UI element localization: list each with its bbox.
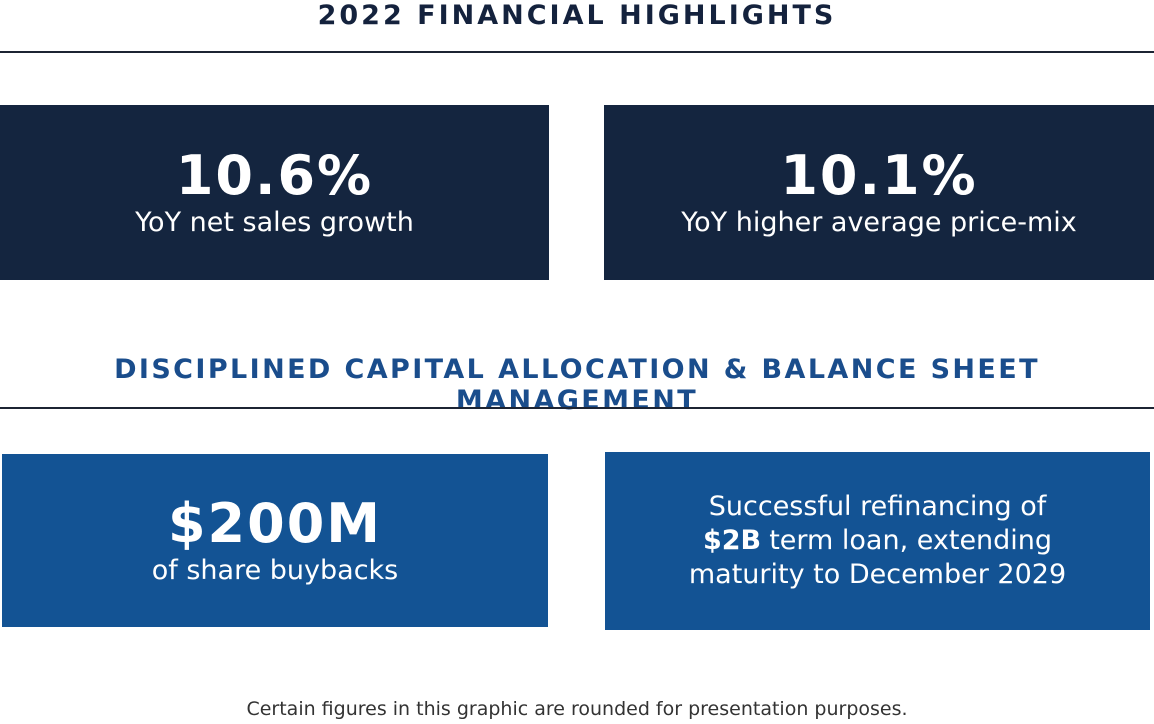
divider <box>0 51 1154 53</box>
emphasis: $2B <box>702 525 762 556</box>
card-text: term loan, extending <box>769 525 1053 556</box>
stat-value: 10.1% <box>780 143 978 207</box>
stat-label: YoY net sales growth <box>135 206 414 238</box>
card-text-row: $2B term loan, extending <box>703 524 1052 558</box>
section-title: DISCIPLINED CAPITAL ALLOCATION & BALANCE… <box>114 354 1040 416</box>
stat-card: $200M of share buybacks <box>2 454 548 627</box>
stat-card: 10.6% YoY net sales growth <box>0 105 549 280</box>
card-text: maturity to December 2029 <box>688 559 1067 590</box>
section-title: 2022 FINANCIAL HIGHLIGHTS <box>317 0 837 31</box>
stat-label: YoY higher average price-mix <box>681 206 1077 238</box>
footnote: Certain figures in this graphic are roun… <box>246 698 908 720</box>
stat-label: of share buybacks <box>151 554 399 586</box>
stat-value: 10.6% <box>175 143 374 207</box>
stat-value: $200M <box>167 491 383 555</box>
card-text: Successful refinancing of <box>708 491 1047 522</box>
stat-card: Successful refinancing of $2B term loan, … <box>605 452 1150 630</box>
divider <box>0 407 1154 409</box>
stat-card: 10.1% YoY higher average price-mix <box>604 105 1154 280</box>
